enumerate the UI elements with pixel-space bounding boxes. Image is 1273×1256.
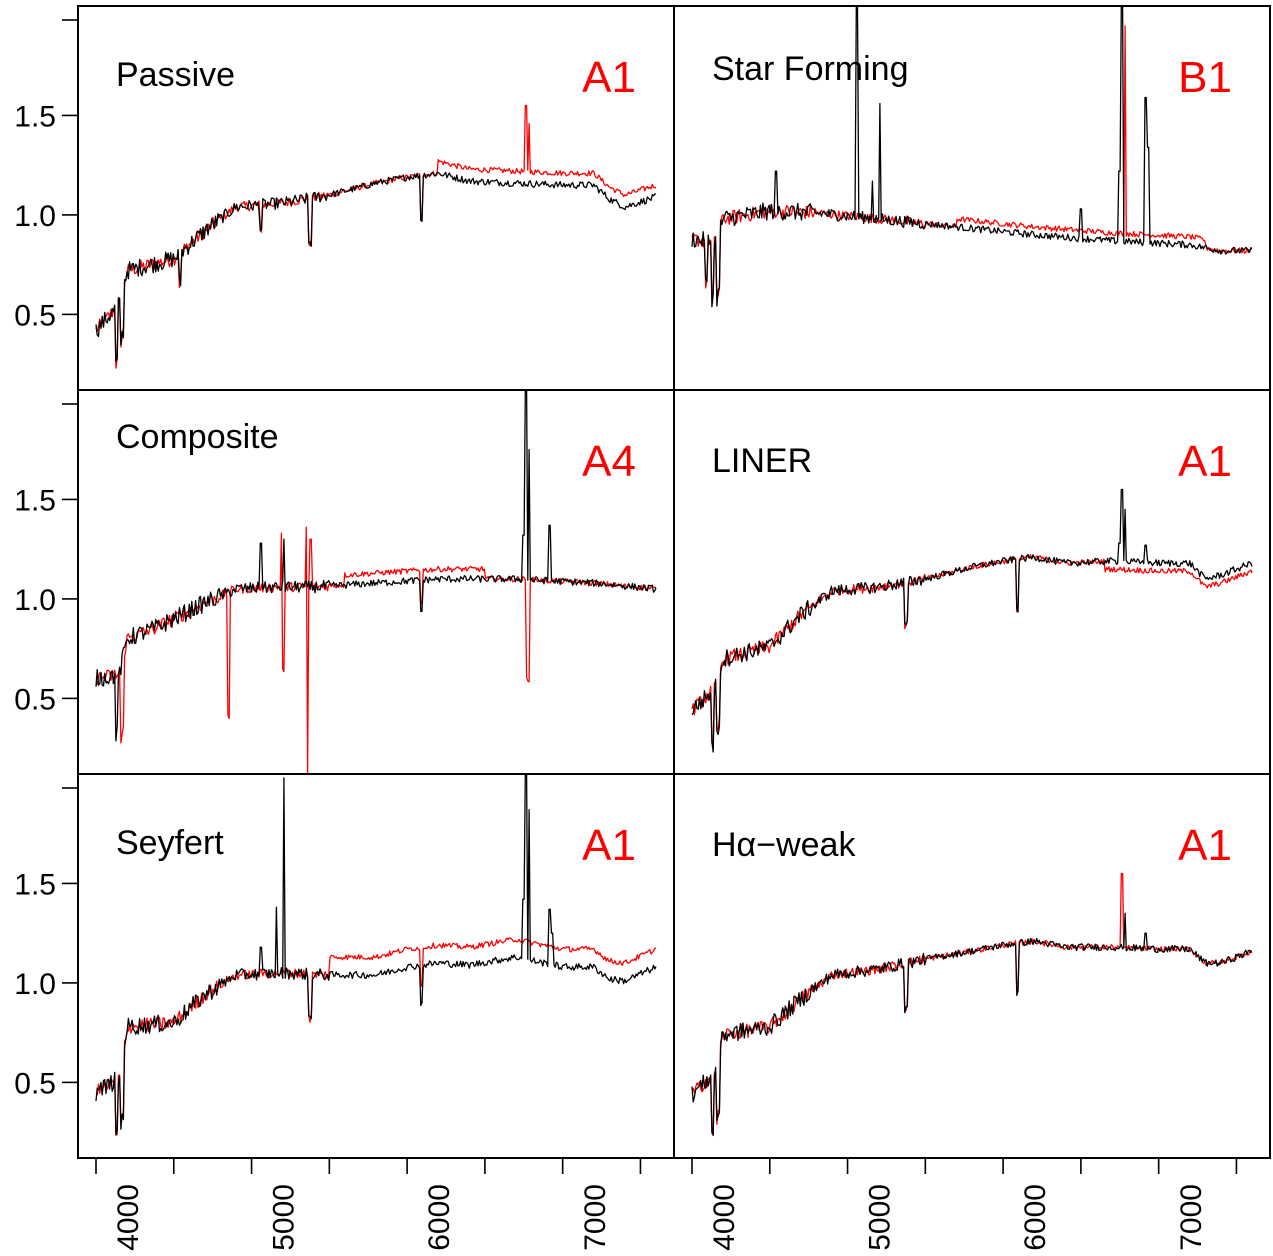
observed-spectrum-line xyxy=(691,6,1253,308)
x-tick-label: 4000 xyxy=(112,1184,145,1251)
panel-4: LINER A1 xyxy=(673,389,1271,775)
y-tick-label: 0.5 xyxy=(14,683,56,716)
observed-spectrum-line xyxy=(95,390,657,742)
panel-frame xyxy=(673,773,1271,1159)
panel-tag: A1 xyxy=(1178,437,1232,486)
model-spectrum-line xyxy=(691,872,1253,1134)
x-tick-label: 6000 xyxy=(1019,1184,1052,1251)
y-tick-label: 1.0 xyxy=(14,968,56,1001)
observed-spectrum-line xyxy=(95,171,657,362)
y-tick-label: 1.0 xyxy=(14,200,56,233)
x-tick-label: 4000 xyxy=(708,1184,741,1251)
panel-title: Composite xyxy=(116,418,279,456)
panel-tag: B1 xyxy=(1178,53,1232,102)
y-tick-label: 1.5 xyxy=(14,100,56,133)
observed-spectrum-line xyxy=(691,488,1253,753)
panel-title: Star Forming xyxy=(712,50,909,88)
observed-spectrum-line xyxy=(95,774,657,1136)
panel-title: Seyfert xyxy=(116,824,224,862)
panel-tag: A1 xyxy=(1178,821,1232,870)
x-tick-label: 5000 xyxy=(864,1184,897,1251)
x-tick-label: 7000 xyxy=(579,1184,612,1251)
panel-tag: A4 xyxy=(582,437,636,486)
panel-tag: A1 xyxy=(582,821,636,870)
model-spectrum-line xyxy=(691,554,1253,745)
y-tick-label: 1.0 xyxy=(14,584,56,617)
panel-6: Hα−weak A1 xyxy=(673,773,1271,1159)
axes-layer: 0.5 1.0 1.5 0.5 1.0 1.5 0.5 1.0 1.5 4000 5000 6000 7… xyxy=(14,19,1238,1251)
y-tick-label: 0.5 xyxy=(14,299,56,332)
panels-layer: Passive A1 Star Forming B1 Composite A4 LINER A… xyxy=(77,5,1271,1159)
y-tick-label: 0.5 xyxy=(14,1067,56,1100)
x-tick-label: 7000 xyxy=(1175,1184,1208,1251)
panel-5: Seyfert A1 xyxy=(77,773,675,1159)
panel-title: Passive xyxy=(116,56,235,94)
panel-1: Passive A1 xyxy=(77,5,675,391)
panel-title: Hα−weak xyxy=(712,826,856,864)
model-spectrum-line xyxy=(95,526,657,774)
x-tick-label: 6000 xyxy=(423,1184,456,1251)
y-tick-label: 1.5 xyxy=(14,484,56,517)
observed-spectrum-line xyxy=(691,912,1253,1137)
model-spectrum-line xyxy=(691,25,1253,299)
model-spectrum-line xyxy=(95,104,657,369)
panel-title: LINER xyxy=(712,442,812,480)
x-tick-label: 5000 xyxy=(268,1184,301,1251)
panel-tag: A1 xyxy=(582,53,636,102)
y-tick-label: 1.5 xyxy=(14,868,56,901)
panel-3: Composite A4 xyxy=(77,389,675,775)
panel-2: Star Forming B1 xyxy=(673,5,1271,391)
